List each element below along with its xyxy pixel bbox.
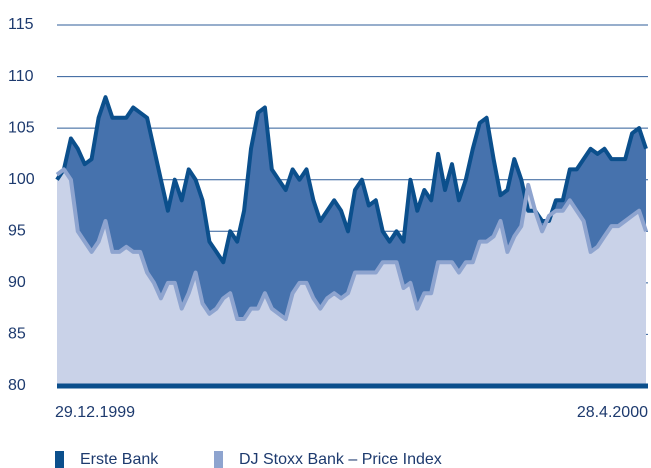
legend-swatch bbox=[55, 451, 64, 468]
legend-swatch bbox=[214, 451, 223, 468]
legend-label: DJ Stoxx Bank – Price Index bbox=[239, 451, 442, 468]
y-tick-label: 80 bbox=[8, 377, 26, 394]
areas bbox=[57, 97, 646, 386]
y-tick-label: 95 bbox=[8, 223, 26, 240]
line bbox=[55, 167, 648, 321]
x-tick-label: 28.4.2000 bbox=[577, 404, 648, 421]
x-tick-label: 29.12.1999 bbox=[55, 404, 135, 421]
y-tick-label: 85 bbox=[8, 326, 26, 343]
y-tick-label: 100 bbox=[8, 171, 35, 188]
lines bbox=[55, 95, 648, 321]
axis: 80 85 90 95 100 105 110 115 bbox=[8, 16, 648, 394]
y-tick-label: 90 bbox=[8, 274, 26, 291]
area bbox=[57, 169, 646, 386]
legend-label: Erste Bank bbox=[80, 451, 159, 468]
y-tick-label: 110 bbox=[8, 68, 34, 85]
y-tick-label: 105 bbox=[8, 119, 35, 136]
y-tick-label: 115 bbox=[8, 16, 34, 33]
